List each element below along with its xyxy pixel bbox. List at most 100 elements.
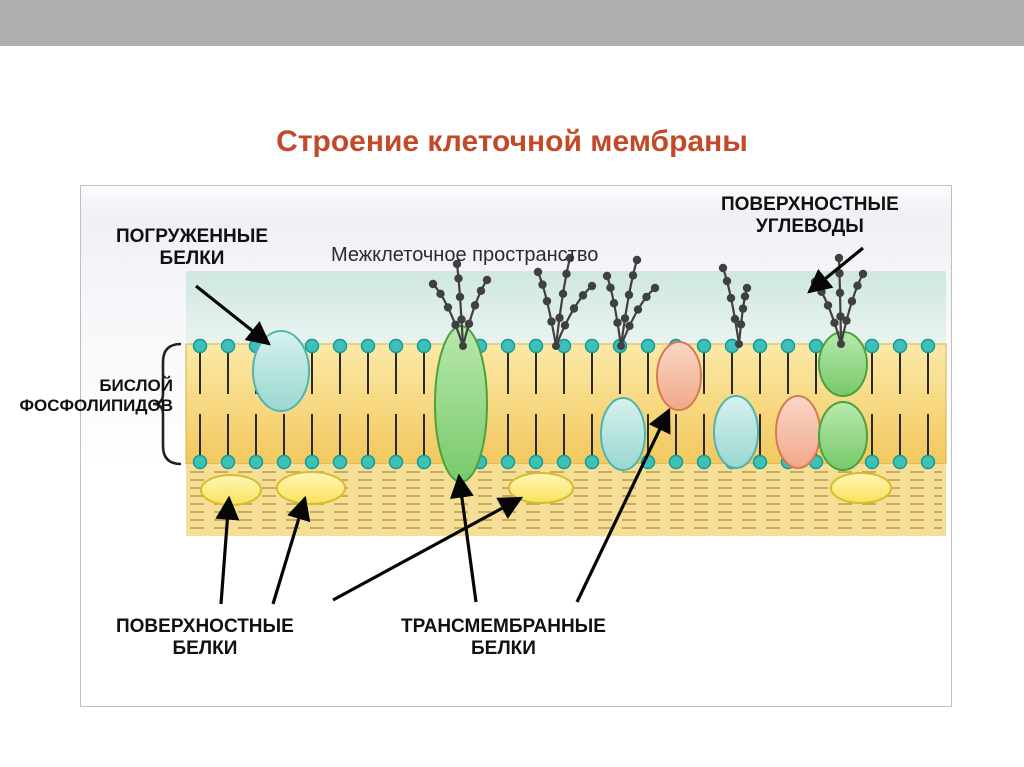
carbohydrate-base [552,342,560,350]
carbohydrate-bead [456,293,464,301]
label-surface-carbohydrates: ПОВЕРХНОСТНЫЕУГЛЕВОДЫ [721,194,899,238]
lipid-head [642,340,655,353]
lipid-head [418,340,431,353]
carbohydrate-bead [651,284,659,292]
label-intercellular-space: Межклеточное пространство [331,244,598,267]
carbohydrate-bead [471,301,479,309]
carbohydrate-base [617,342,625,350]
lipid-head [502,456,515,469]
carbohydrate-base [837,340,845,348]
carbohydrate-bead [634,305,642,313]
peripheral-protein [201,475,261,505]
carbohydrate-bead [824,301,832,309]
carbohydrate-bead [457,315,465,323]
carbohydrate-bead [621,314,629,322]
lipid-head [866,340,879,353]
top-separator-bar [0,0,1024,46]
lipid-head [306,340,319,353]
lipid-head [390,456,403,469]
lipid-head [502,340,515,353]
carbohydrate-bead [848,297,856,305]
carbohydrate-bead [579,291,587,299]
carbohydrate-bead [830,319,838,327]
carbohydrate-bead [561,321,569,329]
carbohydrate-bead [547,317,555,325]
lipid-head [250,456,263,469]
carbohydrate-bead [743,284,751,292]
lipid-head [894,456,907,469]
lipid-head [530,340,543,353]
carbohydrate-bead [610,299,618,307]
carbohydrate-bead [613,318,621,326]
lipid-head [894,340,907,353]
lipid-head [194,340,207,353]
lipid-head [922,456,935,469]
carbohydrate-bead [642,293,650,301]
carbohydrate-base [735,340,743,348]
carbohydrate-bead [588,282,596,290]
integral-protein-teal [253,331,309,411]
carbohydrate-bead [625,322,633,330]
carbohydrate-bead [835,254,843,262]
integral-protein-orange [776,396,820,468]
carbohydrate-bead [723,277,731,285]
carbohydrate-bead [436,290,444,298]
carbohydrate-base [459,342,467,350]
carbohydrate-bead [606,283,614,291]
lipid-head [306,456,319,469]
label-phospholipid-bilayer: БИСЛОЙФОСФОЛИПИДОВ [13,376,173,415]
integral-protein-orange [657,342,701,410]
page-title: Строение клеточной мембраны [0,125,1024,159]
carbohydrate-bead [559,290,567,298]
lipid-head [586,340,599,353]
carbohydrate-bead [817,288,825,296]
carbohydrate-bead [538,280,546,288]
carbohydrate-bead [543,297,551,305]
lipid-head [698,456,711,469]
carbohydrate-bead [454,274,462,282]
lipid-head [194,456,207,469]
lipid-head [698,340,711,353]
integral-protein-green [819,402,867,470]
carbohydrate-bead [727,294,735,302]
lipid-head [390,340,403,353]
lipid-head [922,340,935,353]
lipid-head [222,340,235,353]
carbohydrate-bead [444,303,452,311]
lipid-head [418,456,431,469]
lipid-head [222,456,235,469]
lipid-head [754,340,767,353]
lipid-head [866,456,879,469]
lipid-head [362,456,375,469]
carbohydrate-bead [534,268,542,276]
carbohydrate-bead [859,270,867,278]
carbohydrate-bead [853,281,861,289]
lipid-head [334,456,347,469]
diagram-frame: Межклеточное пространство ПОВЕРХНОСТНЫЕУ… [80,185,952,707]
lipid-head [530,456,543,469]
lipid-head [586,456,599,469]
carbohydrate-bead [719,264,727,272]
lipid-head [362,340,375,353]
peripheral-protein [277,472,345,504]
carbohydrate-bead [737,320,745,328]
carbohydrate-bead [739,304,747,312]
label-transmembrane-proteins: ТРАНСМЕМБРАННЫЕБЕЛКИ [401,616,606,660]
lipid-head [754,456,767,469]
carbohydrate-bead [570,304,578,312]
carbohydrate-bead [477,287,485,295]
carbohydrate-bead [483,276,491,284]
label-immersed-proteins: ПОГРУЖЕННЫЕБЕЛКИ [116,226,268,270]
carbohydrate-bead [842,316,850,324]
carbohydrate-bead [603,272,611,280]
lipid-head [782,340,795,353]
integral-protein-teal [714,396,758,468]
carbohydrate-bead [625,291,633,299]
carbohydrate-bead [633,256,641,264]
lipid-head [334,340,347,353]
integral-protein-teal [601,398,645,470]
carbohydrate-bead [562,270,570,278]
lipid-head [278,456,291,469]
carbohydrate-bead [465,320,473,328]
carbohydrate-bead [555,314,563,322]
